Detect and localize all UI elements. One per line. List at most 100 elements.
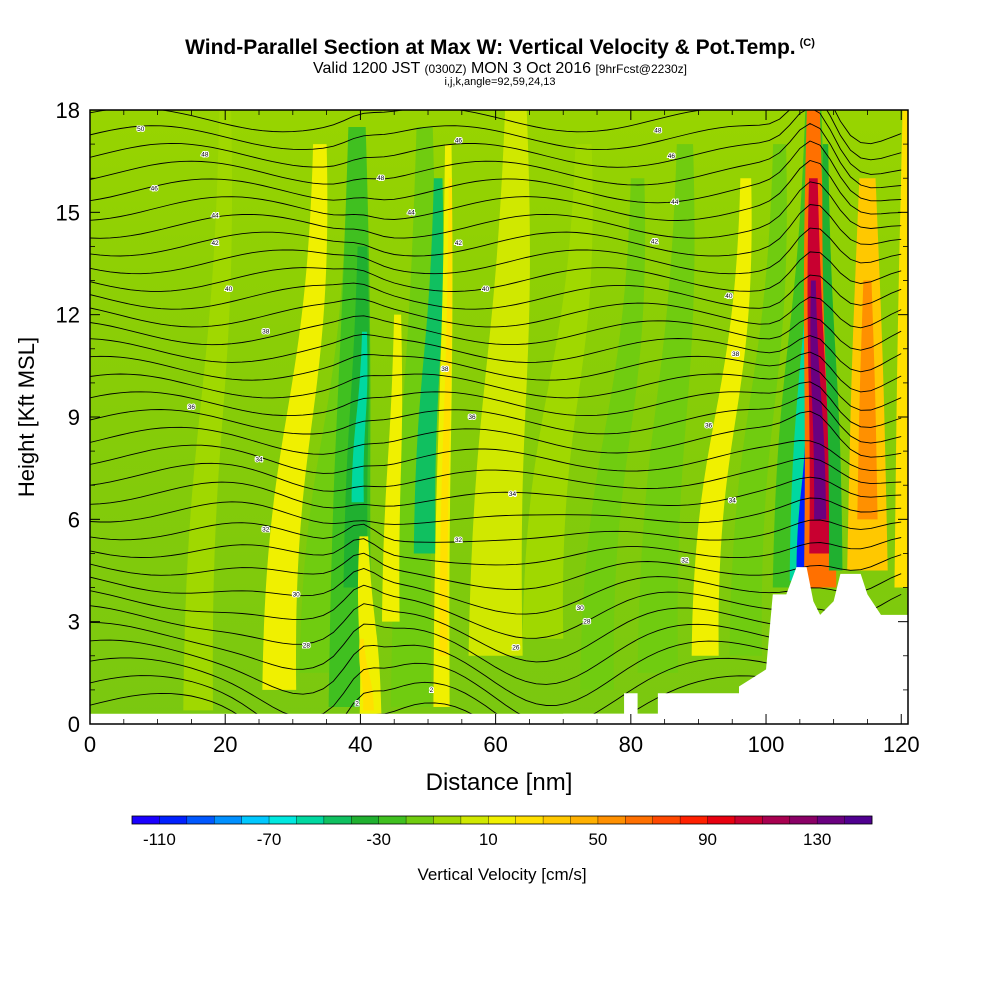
colorbar-tick-label: 90	[698, 830, 717, 849]
contour-label: 32	[455, 537, 463, 544]
contour-label: 34	[255, 457, 263, 464]
colorbar-swatch	[844, 816, 873, 824]
theta-contour-line	[90, 181, 902, 239]
contour-label: 32	[262, 527, 270, 534]
theta-contour-line	[90, 160, 902, 221]
colorbar-swatch	[214, 816, 242, 824]
theta-contour-line	[90, 440, 902, 474]
contour-label: 48	[201, 151, 209, 158]
colorbar-swatch	[515, 816, 544, 824]
terrain-mask	[563, 567, 908, 724]
weak-updraft-band	[691, 178, 752, 656]
colorbar-swatch	[460, 816, 489, 824]
contour-label: 36	[468, 414, 476, 421]
colorbar-swatch	[570, 816, 599, 824]
theta-contour-line	[90, 227, 902, 275]
theta-contour-line	[90, 110, 902, 161]
contour-label: 36	[188, 404, 196, 411]
y-tick-label: 3	[68, 610, 80, 635]
downdraft-band	[637, 144, 695, 673]
colorbar-swatch	[652, 816, 681, 824]
contour-label: 46	[668, 153, 676, 160]
colorbar-swatch	[351, 816, 379, 824]
contour-label: 46	[455, 138, 463, 145]
chart-subtitle: Valid 1200 JST (0300Z) MON 3 Oct 2016 [9…	[0, 60, 1000, 78]
x-tick-label: 80	[619, 732, 643, 757]
y-tick-label: 9	[68, 405, 80, 430]
theta-contour-line	[90, 204, 902, 257]
colorbar-tick-label: 50	[588, 830, 607, 849]
downdraft-band	[729, 144, 787, 656]
x-tick-label: 0	[84, 732, 96, 757]
theta-contour-line	[90, 315, 902, 351]
contour-label: 36	[705, 423, 713, 430]
contour-label: 48	[654, 127, 662, 134]
colorbar-swatch	[543, 816, 571, 824]
colorbar: -110 -70 -30 10 50 90 130 Vertical Velocity [cm…	[131, 815, 873, 884]
colorbar-tick-label: -30	[366, 830, 391, 849]
theta-contour-line	[90, 568, 902, 615]
theta-contour-line	[90, 621, 902, 685]
colorbar-swatch	[186, 816, 215, 824]
colorbar-tick-label: -110	[143, 830, 176, 849]
theta-contour-line	[90, 552, 902, 590]
x-tick-label: 40	[348, 732, 372, 757]
contour-label: 30	[577, 605, 585, 612]
subtitle-valid: Valid 1200 JST	[312, 60, 421, 77]
x-tick-label: 120	[883, 732, 920, 757]
theta-contour-line	[90, 457, 902, 492]
y-tick-label: 15	[56, 200, 80, 225]
subtitle-date: MON 3 Oct 2016	[470, 60, 591, 77]
colorbar-swatch	[433, 816, 462, 824]
colorbar-swatch	[707, 816, 736, 824]
theta-contours	[90, 110, 902, 724]
weak-updraft-band	[468, 110, 530, 656]
theta-contour-line	[90, 395, 902, 444]
colorbar-swatch	[378, 816, 407, 824]
colorbar-swatch	[296, 816, 325, 824]
theta-contour-line	[90, 584, 902, 639]
contour-label: 38	[441, 366, 449, 373]
theta-contour-line	[90, 140, 902, 204]
y-tick-label: 6	[68, 507, 80, 532]
colorbar-swatch	[269, 816, 297, 824]
contour-label: 40	[225, 286, 233, 293]
contour-label: 34	[509, 491, 517, 498]
colorbar-swatch	[817, 816, 845, 824]
theta-contour-line	[90, 603, 902, 663]
contour-label: 38	[262, 329, 270, 336]
updraft-column	[382, 314, 403, 622]
contour-label: 26	[512, 644, 520, 651]
colorbar-tick-label: 130	[803, 830, 831, 849]
chart-title: Wind-Parallel Section at Max W: Vertical…	[0, 36, 1000, 60]
contour-label: 38	[732, 351, 740, 358]
downdraft-core	[351, 331, 368, 503]
colorbar-swatch	[734, 816, 763, 824]
theta-contour-line	[90, 657, 902, 724]
x-tick-label: 60	[483, 732, 507, 757]
x-tick-label: 100	[748, 732, 785, 757]
x-axis-label: Distance [nm]	[426, 769, 573, 796]
subtitle-utc: (0300Z)	[424, 62, 467, 76]
terrain	[90, 567, 908, 724]
chart-title-main: Wind-Parallel Section at Max W: Vertical…	[185, 36, 796, 59]
theta-contour-line	[90, 333, 902, 373]
updraft-core	[807, 178, 831, 554]
colorbar-tick-label: -70	[257, 830, 282, 849]
theta-contour-labels: 50 48 46 44 42 40 38 36 34 32 30 28 2 48 46 44 42 40 38 36 3…	[136, 125, 741, 709]
colorbar-swatch	[625, 816, 654, 824]
contour-label: 42	[211, 240, 219, 247]
contour-label: 2	[355, 701, 359, 708]
downdraft-core	[822, 144, 843, 571]
theta-contour-line	[90, 519, 902, 543]
theta-contour-line	[90, 251, 902, 292]
colorbar-swatch	[406, 816, 434, 824]
copyright-mark: (C)	[799, 37, 815, 49]
downdraft-band	[580, 178, 646, 690]
x-tick-label: 20	[213, 732, 237, 757]
downdraft-core	[413, 178, 444, 554]
colorbar-swatch	[680, 816, 708, 824]
subtitle-forecast: [9hrFcst@2230z]	[595, 62, 688, 76]
